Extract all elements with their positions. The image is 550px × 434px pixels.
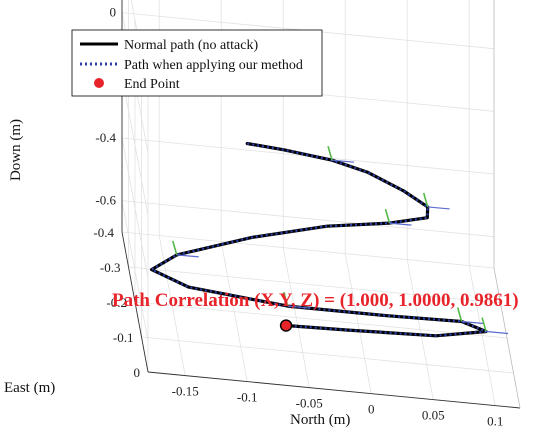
z-axis-label: Down (m): [8, 119, 24, 181]
x-tick-label: -0.1: [237, 390, 258, 405]
orientation-marker-up: [481, 317, 487, 332]
orientation-marker-forward: [176, 254, 199, 258]
x-axis-label: North (m): [290, 412, 350, 428]
orientation-marker-forward: [389, 222, 412, 226]
y-axis-label: East (m): [4, 380, 55, 396]
orientation-marker-up: [327, 145, 333, 161]
z-tick-label: -0.4: [95, 130, 116, 145]
x-tick-label: -0.05: [296, 396, 323, 411]
x-axis-line: [147, 371, 521, 409]
orientation-marker-up: [456, 307, 463, 322]
x-tick-label: -0.15: [172, 384, 199, 399]
grid-line-floor-y: [121, 231, 495, 269]
grid-line-floor-y: [134, 301, 508, 339]
floor-edge-right: [493, 267, 521, 409]
z-tick-label: 0: [110, 5, 117, 20]
grid-line-back-z: [121, 200, 495, 238]
orientation-marker-forward: [331, 159, 355, 163]
series-layer: [149, 141, 509, 338]
orientation-marker-up: [422, 192, 429, 208]
y-tick-label: -0.2: [106, 295, 127, 310]
orientation-marker-up: [171, 240, 178, 256]
orientation-marker-forward: [427, 206, 450, 210]
x-tick-label: 0.05: [422, 408, 445, 423]
end-point-marker: [279, 319, 293, 332]
path-correlation-annotation: Path Correlation (X,Y, Z) = (1.000, 1.00…: [112, 290, 519, 311]
y-tick-label: -0.4: [93, 225, 114, 240]
grid-line-floor-y: [141, 336, 514, 374]
legend-box: [71, 29, 323, 97]
legend: Normal path (no attack) Path when applyi…: [71, 29, 323, 97]
orientation-marker-forward: [287, 305, 310, 309]
y-tick-label: 0: [134, 365, 141, 380]
y-tick-label: -0.1: [113, 330, 134, 345]
legend-label-normal-path: Normal path (no attack): [124, 38, 258, 53]
y-tick-label: -0.3: [100, 260, 121, 275]
legend-label-method-path: Path when applying our method: [124, 58, 303, 73]
orientation-marker-forward: [461, 320, 484, 325]
x-tick-label: 0.1: [487, 414, 503, 429]
x-tick-label: 0: [368, 402, 375, 417]
orientation-marker-up: [282, 291, 289, 307]
orientation-marker-up: [384, 208, 391, 224]
orientation-marker-forward: [486, 330, 509, 335]
y-axis-line: [121, 231, 149, 373]
z-tick-label: -0.6: [95, 193, 116, 208]
grid-line-floor-y: [128, 266, 501, 304]
series-method-path: [149, 142, 487, 337]
legend-swatch-end-point: [94, 78, 104, 88]
legend-label-end-point: End Point: [124, 77, 180, 92]
